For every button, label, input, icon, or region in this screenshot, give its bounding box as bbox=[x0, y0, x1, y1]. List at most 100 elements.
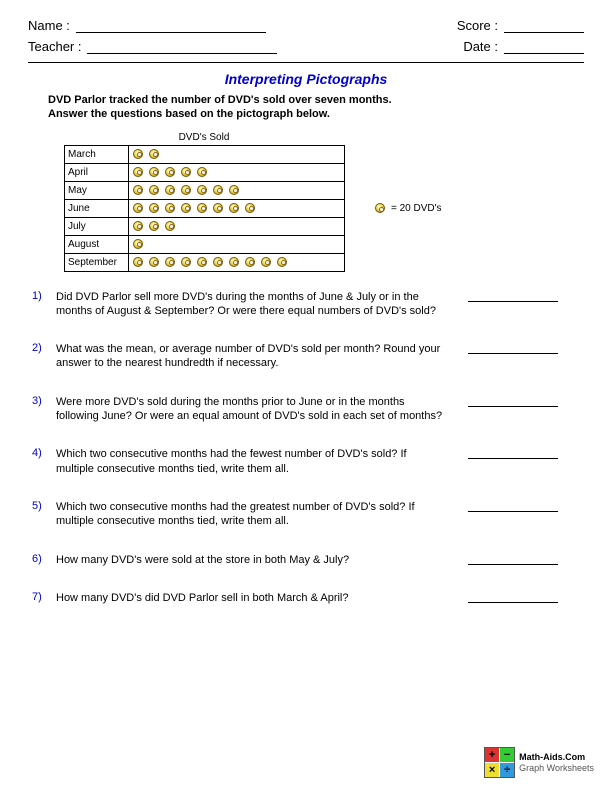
dvd-icon bbox=[181, 203, 191, 213]
pictograph-row: May bbox=[65, 181, 345, 199]
footer: + − × ÷ Math-Aids.Com Graph Worksheets bbox=[484, 747, 594, 778]
pictograph-row: September bbox=[65, 253, 345, 271]
question-row: 7)How many DVD's did DVD Parlor sell in … bbox=[28, 591, 584, 605]
dvd-icon bbox=[277, 257, 287, 267]
icon-cell bbox=[129, 181, 345, 199]
dvd-icon bbox=[165, 257, 175, 267]
dvd-icon bbox=[197, 203, 207, 213]
dvd-icon bbox=[197, 257, 207, 267]
pictograph-table: MarchAprilMayJuneJulyAugustSeptember bbox=[64, 145, 345, 272]
dvd-icon bbox=[133, 239, 143, 249]
pictograph-row: July bbox=[65, 217, 345, 235]
footer-brand: Math-Aids.Com bbox=[519, 752, 594, 763]
dvd-icon bbox=[213, 185, 223, 195]
dvd-icon bbox=[181, 185, 191, 195]
date-label: Date : bbox=[463, 39, 498, 54]
minus-icon: − bbox=[500, 748, 514, 762]
icon-cell bbox=[129, 217, 345, 235]
question-number: 4) bbox=[28, 447, 56, 459]
question-number: 1) bbox=[28, 290, 56, 302]
dvd-icon bbox=[261, 257, 271, 267]
dvd-icon bbox=[165, 221, 175, 231]
dvd-icon bbox=[133, 203, 143, 213]
answer-blank[interactable] bbox=[468, 447, 558, 459]
dvd-icon bbox=[181, 257, 191, 267]
question-number: 3) bbox=[28, 395, 56, 407]
dvd-icon bbox=[213, 257, 223, 267]
icon-cell bbox=[129, 145, 345, 163]
question-row: 6)How many DVD's were sold at the store … bbox=[28, 553, 584, 567]
dvd-icon bbox=[149, 203, 159, 213]
header-rule bbox=[28, 62, 584, 63]
icon-cell bbox=[129, 235, 345, 253]
answer-blank[interactable] bbox=[468, 342, 558, 354]
dvd-icon bbox=[197, 167, 207, 177]
pictograph-row: August bbox=[65, 235, 345, 253]
pictograph-legend: = 20 DVD's bbox=[375, 203, 442, 214]
pictograph-row: March bbox=[65, 145, 345, 163]
dvd-icon bbox=[149, 257, 159, 267]
dvd-icon bbox=[149, 149, 159, 159]
icon-cell bbox=[129, 163, 345, 181]
question-text: Which two consecutive months had the gre… bbox=[56, 500, 446, 529]
month-cell: May bbox=[65, 181, 129, 199]
dvd-icon bbox=[245, 203, 255, 213]
questions-list: 1)Did DVD Parlor sell more DVD's during … bbox=[28, 290, 584, 606]
month-cell: March bbox=[65, 145, 129, 163]
worksheet-title: Interpreting Pictographs bbox=[28, 71, 584, 87]
dvd-icon bbox=[133, 167, 143, 177]
question-row: 2)What was the mean, or average number o… bbox=[28, 342, 584, 371]
name-label: Name : bbox=[28, 18, 70, 33]
dvd-icon bbox=[213, 203, 223, 213]
icon-cell bbox=[129, 253, 345, 271]
dvd-icon bbox=[133, 149, 143, 159]
instructions-line-2: Answer the questions based on the pictog… bbox=[48, 108, 330, 120]
score-blank[interactable] bbox=[504, 32, 584, 33]
answer-blank[interactable] bbox=[468, 395, 558, 407]
date-blank[interactable] bbox=[504, 53, 584, 54]
question-text: How many DVD's were sold at the store in… bbox=[56, 553, 446, 567]
month-cell: July bbox=[65, 217, 129, 235]
dvd-icon bbox=[133, 257, 143, 267]
answer-blank[interactable] bbox=[468, 553, 558, 565]
question-number: 2) bbox=[28, 342, 56, 354]
dvd-icon bbox=[197, 185, 207, 195]
question-number: 6) bbox=[28, 553, 56, 565]
answer-blank[interactable] bbox=[468, 591, 558, 603]
dvd-icon bbox=[229, 185, 239, 195]
plus-icon: + bbox=[485, 748, 499, 762]
month-cell: June bbox=[65, 199, 129, 217]
dvd-icon bbox=[229, 257, 239, 267]
legend-text: = 20 DVD's bbox=[391, 203, 442, 214]
question-text: How many DVD's did DVD Parlor sell in bo… bbox=[56, 591, 446, 605]
question-number: 5) bbox=[28, 500, 56, 512]
dvd-icon bbox=[133, 221, 143, 231]
question-number: 7) bbox=[28, 591, 56, 603]
pictograph-row: June bbox=[65, 199, 345, 217]
month-cell: August bbox=[65, 235, 129, 253]
dvd-icon bbox=[165, 185, 175, 195]
question-text: Did DVD Parlor sell more DVD's during th… bbox=[56, 290, 446, 319]
times-icon: × bbox=[485, 763, 499, 777]
instructions-line-1: DVD Parlor tracked the number of DVD's s… bbox=[48, 94, 392, 106]
question-row: 3)Were more DVD's sold during the months… bbox=[28, 395, 584, 424]
month-cell: April bbox=[65, 163, 129, 181]
teacher-label: Teacher : bbox=[28, 39, 81, 54]
name-blank[interactable] bbox=[76, 32, 266, 33]
question-row: 1)Did DVD Parlor sell more DVD's during … bbox=[28, 290, 584, 319]
dvd-icon bbox=[229, 203, 239, 213]
question-text: Were more DVD's sold during the months p… bbox=[56, 395, 446, 424]
dvd-icon bbox=[133, 185, 143, 195]
dvd-icon bbox=[165, 203, 175, 213]
dvd-icon bbox=[245, 257, 255, 267]
instructions: DVD Parlor tracked the number of DVD's s… bbox=[48, 93, 584, 122]
dvd-icon bbox=[181, 167, 191, 177]
icon-cell bbox=[129, 199, 345, 217]
dvd-icon bbox=[375, 203, 385, 213]
teacher-blank[interactable] bbox=[87, 53, 277, 54]
answer-blank[interactable] bbox=[468, 290, 558, 302]
answer-blank[interactable] bbox=[468, 500, 558, 512]
dvd-icon bbox=[165, 167, 175, 177]
dvd-icon bbox=[149, 167, 159, 177]
pictograph-title: DVD's Sold bbox=[64, 132, 344, 143]
